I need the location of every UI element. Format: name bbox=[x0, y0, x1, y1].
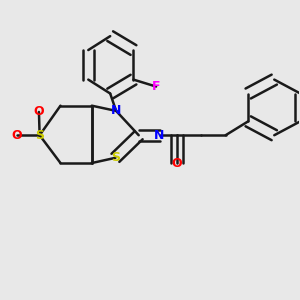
Text: F: F bbox=[152, 80, 160, 93]
Text: O: O bbox=[34, 105, 44, 119]
Text: O: O bbox=[172, 157, 182, 169]
Text: S: S bbox=[35, 129, 44, 142]
Text: O: O bbox=[12, 129, 22, 142]
Text: S: S bbox=[111, 151, 120, 164]
Text: N: N bbox=[154, 129, 165, 142]
Text: N: N bbox=[111, 104, 121, 117]
